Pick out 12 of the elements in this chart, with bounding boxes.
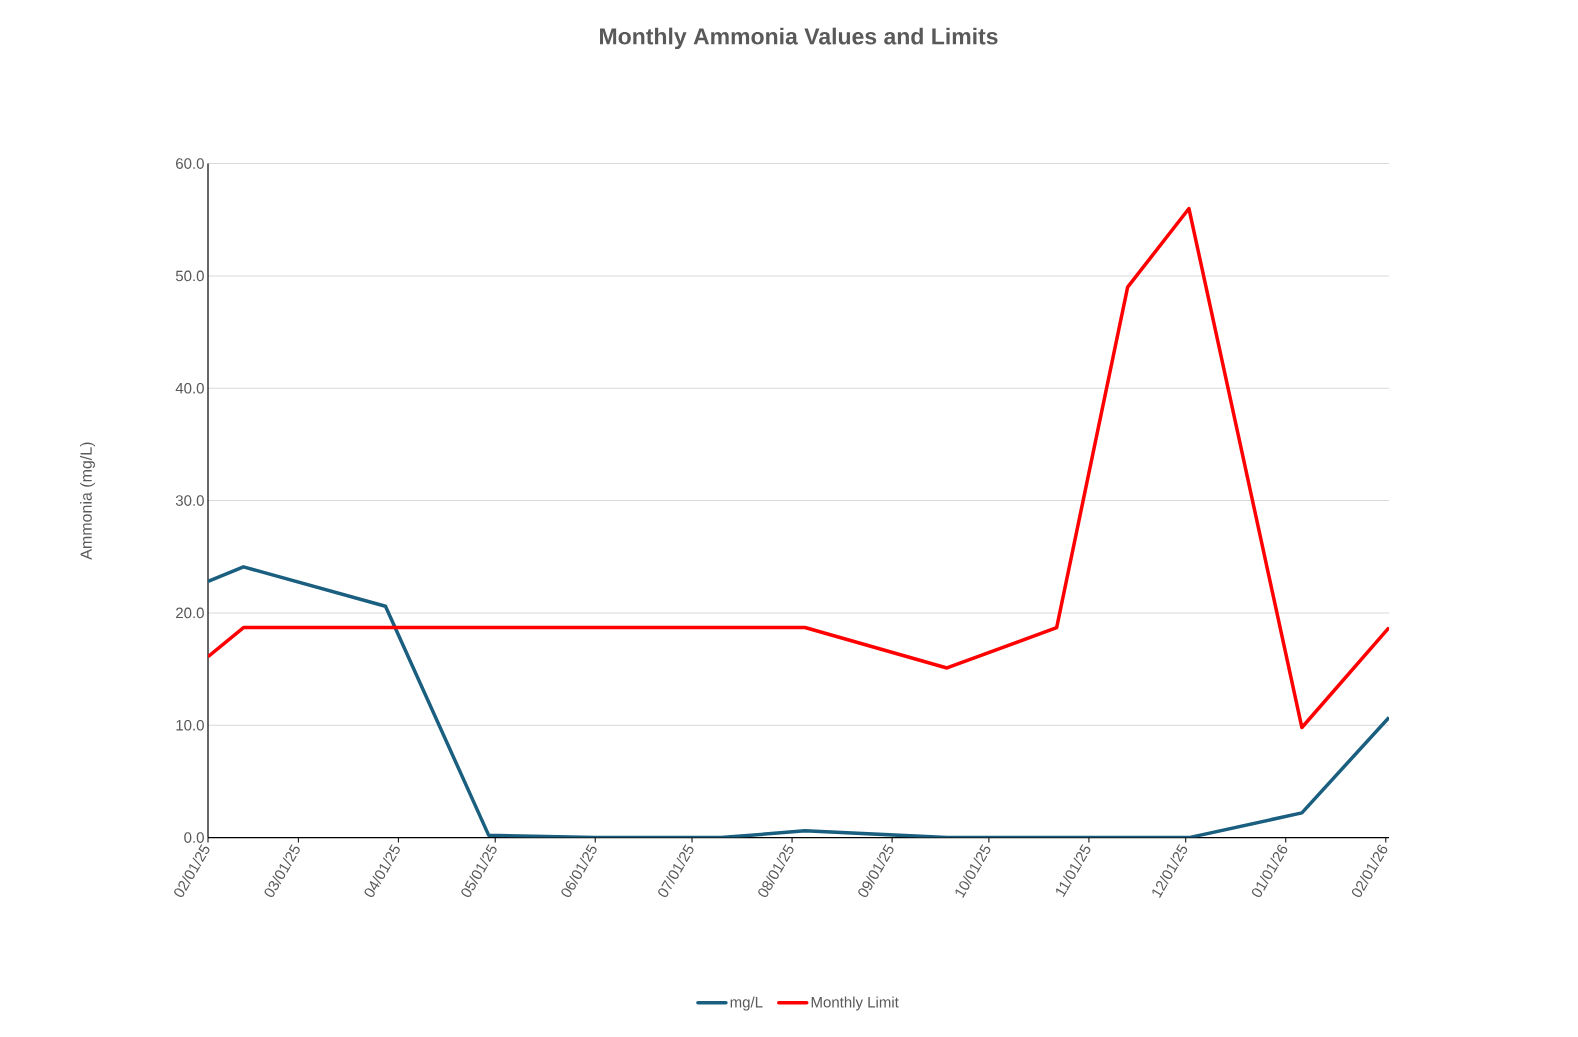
y-tick-label: 40.0: [175, 382, 204, 394]
y-tick-label: 30.0: [175, 495, 204, 506]
y-tick-label: 50.0: [175, 270, 204, 282]
y-axis-title: Ammonia (mg/L): [80, 442, 95, 560]
legend-label: mg/L: [730, 996, 763, 1011]
y-tick-label: 20.0: [176, 607, 204, 619]
legend-label: Monthly Limit: [811, 996, 899, 1011]
y-tick-label: 60.0: [176, 158, 204, 169]
y-tick-label: 10.0: [176, 719, 204, 731]
line-series: [208, 206, 1390, 730]
chart-title: Monthly Ammonia Values and Limits: [600, 27, 998, 50]
y-tick-label: 0.0: [184, 832, 204, 843]
